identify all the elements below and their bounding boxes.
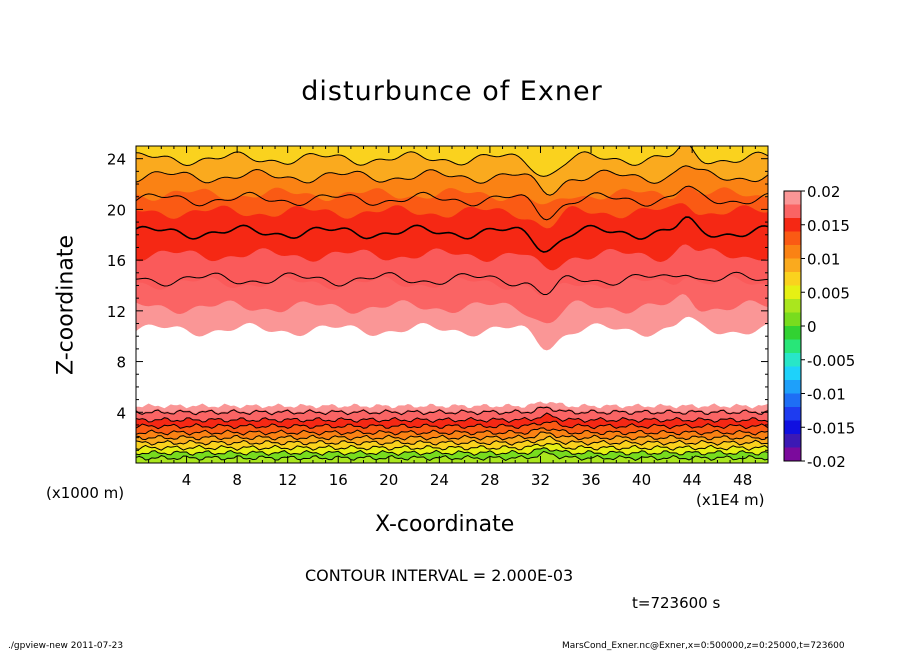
colorbar-tick-label: 0 [807,318,817,336]
x-tick-label: 28 [480,471,499,489]
colorbar-segment [784,366,801,380]
contour-interval-note: CONTOUR INTERVAL = 2.000E-03 [305,566,574,585]
contour-line [136,431,768,441]
x-axis: 4 8 12 16 20 24 28 32 36 40 44 48 [135,146,769,489]
contour-line [136,185,768,221]
x-tick-label: 20 [379,471,398,489]
colorbar-tick-label: -0.015 [807,419,855,437]
colorbar-segment [784,393,801,407]
x-tick-label: 36 [581,471,600,489]
contour-line [136,442,768,451]
colorbar-segment [784,353,801,367]
x-tick-label: 24 [430,471,449,489]
colorbar-segment [784,272,801,286]
y-tick-label: 20 [107,201,126,219]
x-tick-label: 8 [232,471,242,489]
colorbar: 0.02 0.015 0.01 0.005 0 -0.005 -0.01 -0.015 -0.0… [783,183,855,471]
colorbar-segment [784,231,801,245]
colorbar-tick-label: 0.015 [807,217,850,235]
y-tick-label: 24 [107,151,126,169]
x-tick-label: 44 [683,471,702,489]
y-axis: 4 8 12 16 20 24 [107,145,768,464]
y-tick-label: 8 [116,354,126,372]
colorbar-segment [784,245,801,259]
colorbar-segment [784,299,801,313]
contour-line [136,435,768,446]
x-tick-label: 48 [733,471,752,489]
y-tick-label: 12 [107,303,126,321]
x-scale-note: (x1E4 m) [696,491,765,509]
x-tick-label: 12 [278,471,297,489]
colorbar-segment [784,218,801,232]
colorbar-segment [784,339,801,353]
contour-line [136,412,768,423]
colorbar-segment [784,407,801,421]
contour-line [136,165,768,196]
chart-title: disturbunce of Exner [301,76,603,107]
contour-line [136,447,768,456]
contour-line [136,406,768,416]
contour-line [136,450,768,461]
y-tick-label: 4 [116,404,126,422]
x-tick-label: 40 [632,471,651,489]
colorbar-segment [784,191,801,205]
y-axis-label: Z-coordinate [53,235,79,375]
colorbar-tick-label: -0.01 [807,386,846,404]
x-tick-label: 16 [329,471,348,489]
contour-line [136,146,768,177]
contour-line [136,427,768,436]
colorbar-segment [784,285,801,299]
colorbar-tick-label: 0.02 [807,183,840,201]
contour-line [136,216,768,253]
x-tick-label: 4 [182,471,192,489]
contour-band [136,146,768,177]
colorbar-segment [784,204,801,218]
colorbar-segment [784,434,801,448]
colorbar-segment [784,447,801,461]
colorbar-tick-label: 0.01 [807,251,840,269]
colorbar-segment [784,258,801,272]
footer-left: ./gpview-new 2011-07-23 [8,641,124,651]
y-tick-label: 16 [107,252,126,270]
plot-area [136,146,768,463]
footer-right: MarsCond_Exner.nc@Exner,x=0:500000,z=0:2… [562,641,845,651]
colorbar-segment [784,420,801,434]
x-unit-note: (x1000 m) [46,484,125,502]
contour-line [136,271,768,295]
colorbar-segment [784,380,801,394]
colorbar-tick-label: -0.005 [807,352,855,370]
time-label: t=723600 s [632,594,721,612]
contour-line [136,420,768,430]
x-tick-label: 32 [531,471,550,489]
colorbar-segment [784,312,801,326]
colorbar-segment [784,326,801,340]
x-axis-label: X-coordinate [375,512,515,537]
colorbar-tick-label: 0.005 [807,284,850,302]
colorbar-tick-label: -0.02 [807,453,846,471]
